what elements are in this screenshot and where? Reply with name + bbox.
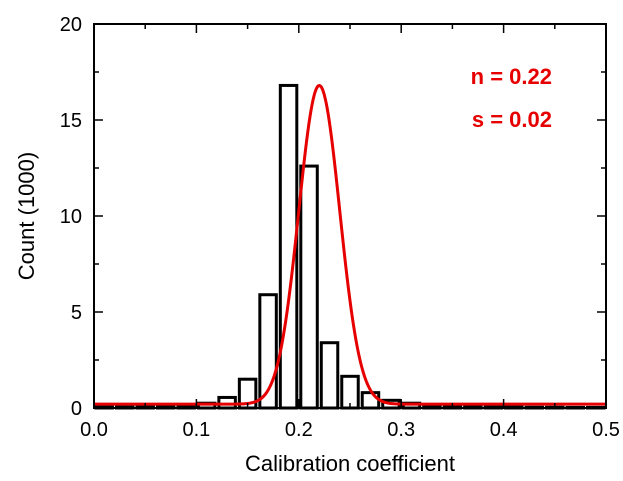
- y-tick-labels: 0 5 10 15 20: [60, 14, 82, 420]
- x-tick-label: 0.4: [490, 419, 518, 441]
- axis-ticks: [93, 23, 607, 409]
- y-tick-label: 0: [71, 398, 82, 420]
- x-tick-labels: 0.0 0.1 0.2 0.3 0.4 0.5: [80, 419, 620, 441]
- y-tick-label: 5: [71, 302, 82, 324]
- histogram-bars: [94, 83, 606, 410]
- y-tick-label: 20: [60, 14, 82, 36]
- histogram-bar: [360, 391, 381, 410]
- histogram-bar: [299, 164, 319, 410]
- x-tick-label: 0.1: [182, 419, 210, 441]
- x-tick-label: 0.2: [285, 419, 313, 441]
- annotation-mean: n = 0.22: [471, 64, 552, 89]
- y-tick-label: 10: [60, 206, 82, 228]
- x-tick-label: 0.5: [592, 419, 620, 441]
- x-tick-label: 0.3: [387, 419, 415, 441]
- x-axis-label: Calibration coefficient: [245, 451, 455, 476]
- x-tick-label: 0.0: [80, 419, 108, 441]
- annotation-sigma: s = 0.02: [472, 107, 552, 132]
- y-axis-label: Count (1000): [14, 152, 39, 280]
- y-tick-label: 15: [60, 110, 82, 132]
- gaussian-fit-curve: [94, 83, 606, 406]
- histogram-bar: [319, 341, 340, 410]
